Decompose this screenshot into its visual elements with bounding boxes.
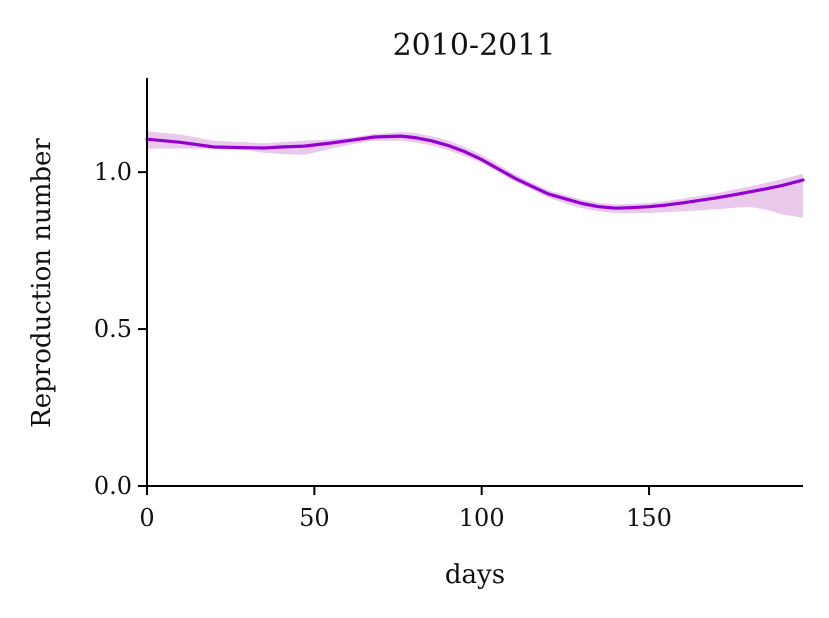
series-line [145,134,805,210]
x-axis-label: days [445,560,505,590]
x-tick-label: 150 [626,504,672,532]
y-tick-label: 1.0 [94,158,132,186]
y-tick-label: 0.5 [94,315,132,343]
confidence-band [147,131,803,218]
chart-title: 2010-2011 [393,28,556,63]
plot-area [145,131,805,218]
y-tick-label: 0.0 [94,472,132,500]
y-axis-label: Reproduction number [27,138,57,428]
x-axis-ticks: 0 50 100 150 [139,486,672,532]
x-tick-label: 0 [139,504,154,532]
x-tick-label: 50 [299,504,330,532]
y-axis-ticks: 0.0 0.5 1.0 [94,158,147,500]
x-tick-label: 100 [459,504,505,532]
